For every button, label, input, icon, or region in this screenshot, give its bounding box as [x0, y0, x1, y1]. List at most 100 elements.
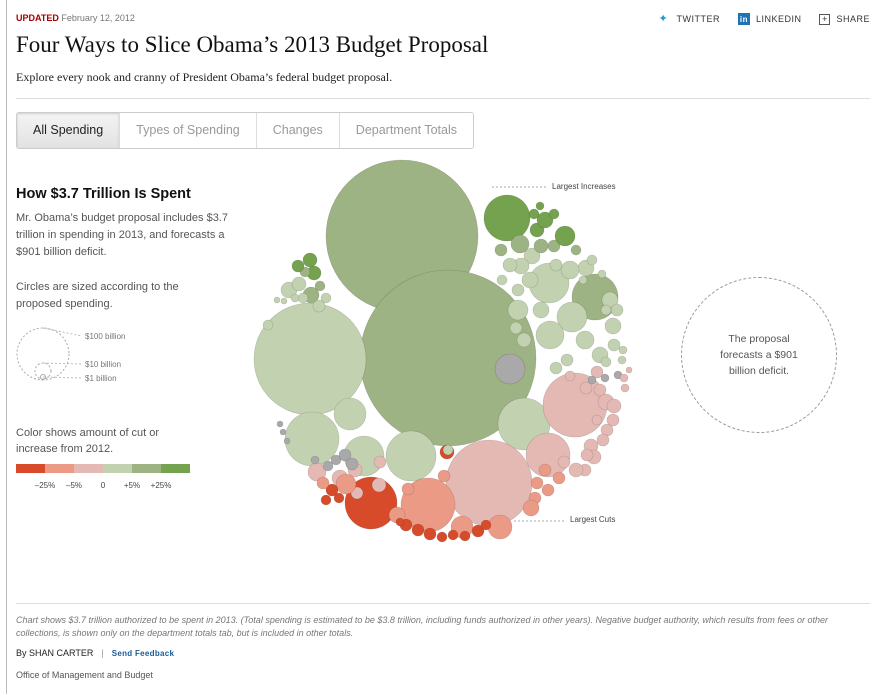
budget-bubble[interactable]: [560, 353, 574, 367]
budget-bubble[interactable]: [579, 381, 593, 395]
budget-bubble[interactable]: [578, 275, 588, 285]
budget-bubble[interactable]: [322, 460, 334, 472]
budget-bubble[interactable]: [530, 476, 544, 490]
budget-bubble[interactable]: [600, 304, 612, 316]
budget-bubble[interactable]: [617, 355, 627, 365]
budget-bubble[interactable]: [371, 477, 387, 493]
budget-bubble[interactable]: [570, 244, 582, 256]
tab-department-totals[interactable]: Department Totals: [338, 113, 474, 148]
budget-bubble[interactable]: [549, 258, 563, 272]
budget-bubble[interactable]: [291, 276, 307, 292]
budget-bubble[interactable]: [549, 361, 563, 375]
budget-bubble[interactable]: [625, 366, 633, 374]
budget-bubble[interactable]: [610, 303, 624, 317]
budget-bubble[interactable]: [552, 471, 566, 485]
budget-bubble[interactable]: [516, 332, 532, 348]
budget-bubble[interactable]: [445, 439, 533, 527]
budget-bubble[interactable]: [494, 353, 526, 385]
budget-bubble[interactable]: [273, 296, 281, 304]
budget-bubble[interactable]: [600, 373, 610, 383]
budget-bubble[interactable]: [333, 397, 367, 431]
budget-bubble[interactable]: [494, 243, 508, 257]
budget-bubble[interactable]: [320, 292, 332, 304]
budget-bubble[interactable]: [395, 517, 405, 527]
budget-bubble[interactable]: [597, 269, 607, 279]
budget-bubble[interactable]: [290, 293, 300, 303]
budget-bubble[interactable]: [528, 208, 540, 220]
budget-bubble[interactable]: [541, 483, 555, 497]
budget-bubble[interactable]: [548, 208, 560, 220]
budget-bubble[interactable]: [302, 252, 318, 268]
budget-bubble[interactable]: [496, 274, 508, 286]
budget-bubble[interactable]: [606, 398, 622, 414]
budget-bubble[interactable]: [525, 432, 571, 478]
budget-bubble[interactable]: [480, 519, 492, 531]
budget-bubble[interactable]: [542, 372, 608, 438]
budget-bubble[interactable]: [437, 469, 451, 483]
tab-changes[interactable]: Changes: [255, 113, 339, 148]
budget-bubble[interactable]: [600, 356, 612, 368]
budget-bubble[interactable]: [554, 225, 576, 247]
budget-bubble[interactable]: [442, 444, 454, 456]
budget-bubble[interactable]: [310, 455, 320, 465]
budget-bubble[interactable]: [423, 527, 437, 541]
budget-bubble[interactable]: [586, 254, 598, 266]
budget-bubble[interactable]: [523, 247, 541, 265]
tab-types-of-spending[interactable]: Types of Spending: [119, 113, 256, 148]
budget-bubble[interactable]: [262, 319, 274, 331]
budget-bubble[interactable]: [411, 523, 425, 537]
budget-bubble[interactable]: [373, 455, 387, 469]
budget-bubble[interactable]: [283, 437, 291, 445]
budget-bubble[interactable]: [280, 297, 288, 305]
budget-bubble[interactable]: [620, 383, 630, 393]
budget-bubble[interactable]: [560, 260, 580, 280]
budget-bubble[interactable]: [459, 530, 471, 542]
budget-bubble[interactable]: [593, 383, 607, 397]
budget-bubble[interactable]: [330, 454, 342, 466]
budget-bubble[interactable]: [333, 492, 345, 504]
budget-bubble[interactable]: [502, 257, 518, 273]
share-button[interactable]: + SHARE: [819, 13, 870, 25]
budget-bubble[interactable]: [535, 320, 565, 350]
budget-bubble[interactable]: [314, 280, 326, 292]
budget-bubble[interactable]: [536, 211, 554, 229]
budget-bubble[interactable]: [587, 375, 597, 385]
budget-bubble[interactable]: [607, 338, 621, 352]
budget-bubble[interactable]: [532, 301, 550, 319]
budget-bubble[interactable]: [591, 414, 603, 426]
budget-bubble[interactable]: [557, 455, 571, 469]
budget-bubble[interactable]: [297, 292, 309, 304]
budget-bubble[interactable]: [279, 428, 287, 436]
budget-bubble[interactable]: [291, 259, 305, 273]
budget-bubble[interactable]: [510, 234, 530, 254]
budget-bubble[interactable]: [547, 239, 561, 253]
budget-bubble[interactable]: [338, 448, 352, 462]
budget-bubble[interactable]: [401, 482, 415, 496]
budget-bubble[interactable]: [568, 462, 584, 478]
budget-bubble[interactable]: [604, 317, 622, 335]
linkedin-share-button[interactable]: in LINKEDIN: [737, 13, 802, 25]
budget-bubble[interactable]: [535, 201, 545, 211]
send-feedback-link[interactable]: Send Feedback: [111, 649, 175, 658]
budget-bubble[interactable]: [580, 448, 594, 462]
budget-bubble[interactable]: [385, 430, 437, 482]
budget-bubble[interactable]: [509, 321, 523, 335]
budget-bubble[interactable]: [619, 373, 629, 383]
budget-bubble[interactable]: [316, 476, 330, 490]
budget-bubble[interactable]: [436, 531, 448, 543]
budget-bubble[interactable]: [507, 299, 529, 321]
budget-bubble[interactable]: [618, 345, 628, 355]
budget-bubble[interactable]: [335, 473, 357, 495]
budget-bubble[interactable]: [564, 370, 576, 382]
twitter-share-button[interactable]: ✦ TWITTER: [658, 13, 720, 25]
budget-bubble[interactable]: [325, 483, 339, 497]
budget-bubble[interactable]: [596, 433, 610, 447]
budget-bubble[interactable]: [320, 494, 332, 506]
budget-bubble[interactable]: [447, 529, 459, 541]
budget-bubble[interactable]: [521, 271, 539, 289]
budget-bubble[interactable]: [276, 420, 284, 428]
budget-bubble[interactable]: [533, 238, 549, 254]
budget-bubble[interactable]: [538, 463, 552, 477]
budget-bubble[interactable]: [590, 365, 604, 379]
tab-all-spending[interactable]: All Spending: [17, 113, 120, 148]
